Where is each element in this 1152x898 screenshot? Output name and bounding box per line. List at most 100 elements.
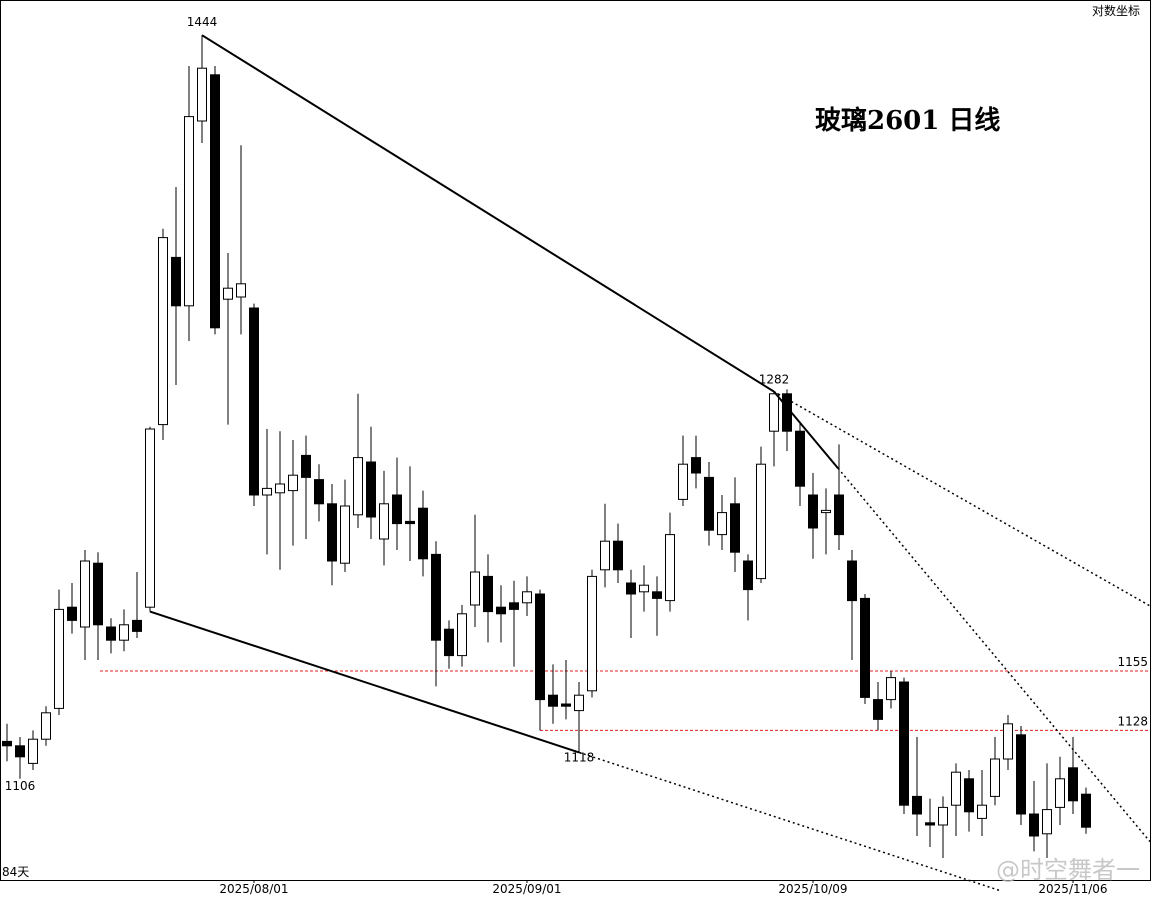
candle-body bbox=[158, 237, 168, 426]
candle-body bbox=[41, 712, 51, 740]
level-label: 1155 bbox=[1117, 655, 1148, 669]
x-tick-label: 2025/09/01 bbox=[492, 882, 561, 896]
candle-body bbox=[275, 483, 285, 494]
candle-body bbox=[327, 503, 337, 562]
candle-body bbox=[756, 463, 766, 580]
candle-body bbox=[379, 503, 389, 540]
candle-body bbox=[951, 771, 961, 806]
trend-line bbox=[837, 467, 1151, 843]
candle-body bbox=[899, 681, 909, 806]
candle-body bbox=[340, 505, 350, 564]
candle-body bbox=[54, 608, 64, 709]
scale-toggle[interactable]: 对数坐标 bbox=[1092, 3, 1140, 18]
candle-body bbox=[704, 476, 714, 531]
candle-body bbox=[2, 740, 12, 747]
extreme-label: 1106 bbox=[5, 779, 36, 793]
candle-body bbox=[535, 593, 545, 701]
candle-body bbox=[743, 560, 753, 591]
candle-body bbox=[613, 540, 623, 571]
chart-title: 玻璃2601 日线 bbox=[815, 105, 1000, 136]
candle-body bbox=[561, 703, 571, 707]
candle-body bbox=[912, 795, 922, 815]
candle-body bbox=[132, 619, 142, 632]
period-label: 84天 bbox=[2, 865, 29, 879]
candle-body bbox=[418, 507, 428, 560]
candle-body bbox=[145, 428, 155, 608]
x-tick-label: 2025/11/06 bbox=[1038, 882, 1107, 896]
candle-body bbox=[392, 494, 402, 525]
candle-body bbox=[821, 509, 831, 514]
candle-body bbox=[483, 575, 493, 613]
candle-body bbox=[223, 287, 233, 300]
candle-body bbox=[925, 822, 935, 826]
candle-body bbox=[652, 591, 662, 599]
candle-body bbox=[405, 520, 415, 525]
candle-body bbox=[1055, 778, 1065, 808]
x-tick-label: 2025/08/01 bbox=[219, 882, 288, 896]
candle-body bbox=[717, 512, 727, 536]
candle-body bbox=[210, 74, 220, 329]
candle-body bbox=[730, 503, 740, 553]
candle-body bbox=[15, 745, 25, 758]
candle-body bbox=[314, 479, 324, 505]
candle-body bbox=[431, 553, 441, 641]
candle-body bbox=[808, 494, 818, 529]
candle-body bbox=[236, 283, 246, 298]
candle-body bbox=[847, 560, 857, 602]
extreme-label: 1118 bbox=[564, 750, 595, 764]
trend-line bbox=[149, 610, 580, 754]
candle-body bbox=[600, 540, 610, 571]
x-tick-label: 2025/10/09 bbox=[778, 882, 847, 896]
candle-body bbox=[301, 454, 311, 478]
candle-body bbox=[67, 606, 77, 621]
candle-body bbox=[1042, 809, 1052, 835]
candle-body bbox=[678, 463, 688, 500]
candle-body bbox=[496, 606, 506, 615]
candle-body bbox=[691, 457, 701, 474]
candle-body bbox=[197, 67, 207, 122]
candle-body bbox=[769, 393, 779, 432]
candle-body bbox=[80, 560, 90, 628]
candle-body bbox=[964, 778, 974, 813]
candle-body bbox=[990, 758, 1000, 797]
candle-body bbox=[119, 624, 129, 641]
candle-body bbox=[353, 457, 363, 516]
level-label: 1128 bbox=[1117, 714, 1148, 728]
candle-body bbox=[366, 461, 376, 518]
candle-body bbox=[860, 597, 870, 698]
candle-body bbox=[1081, 793, 1091, 828]
candle-body bbox=[873, 699, 883, 720]
candle-body bbox=[522, 591, 532, 604]
candle-body bbox=[574, 694, 584, 712]
candle-body bbox=[249, 307, 259, 496]
trend-line bbox=[201, 34, 775, 393]
extreme-label: 1282 bbox=[759, 373, 790, 387]
candle-body bbox=[587, 575, 597, 692]
extreme-label: 1444 bbox=[187, 15, 218, 29]
candle-body bbox=[171, 256, 181, 307]
candle-body bbox=[288, 474, 298, 492]
trend-line bbox=[773, 390, 1151, 607]
candle-body bbox=[639, 584, 649, 593]
candle-body bbox=[626, 582, 636, 595]
candle-body bbox=[28, 738, 38, 764]
candle-body bbox=[977, 804, 987, 819]
candle-body bbox=[262, 487, 272, 496]
candle-body bbox=[938, 806, 948, 826]
candle-body bbox=[470, 571, 480, 606]
candle-body bbox=[457, 613, 467, 657]
candle-body bbox=[106, 626, 116, 641]
watermark: @时空舞者一 bbox=[996, 856, 1140, 884]
candle-body bbox=[93, 562, 103, 626]
candle-body bbox=[1068, 767, 1078, 802]
candle-body bbox=[886, 677, 896, 701]
candle-body bbox=[834, 494, 844, 536]
candle-body bbox=[795, 430, 805, 487]
candle-body bbox=[665, 534, 675, 602]
candle-body bbox=[184, 116, 194, 307]
trend-line bbox=[578, 751, 1001, 892]
candle-body bbox=[509, 602, 519, 610]
